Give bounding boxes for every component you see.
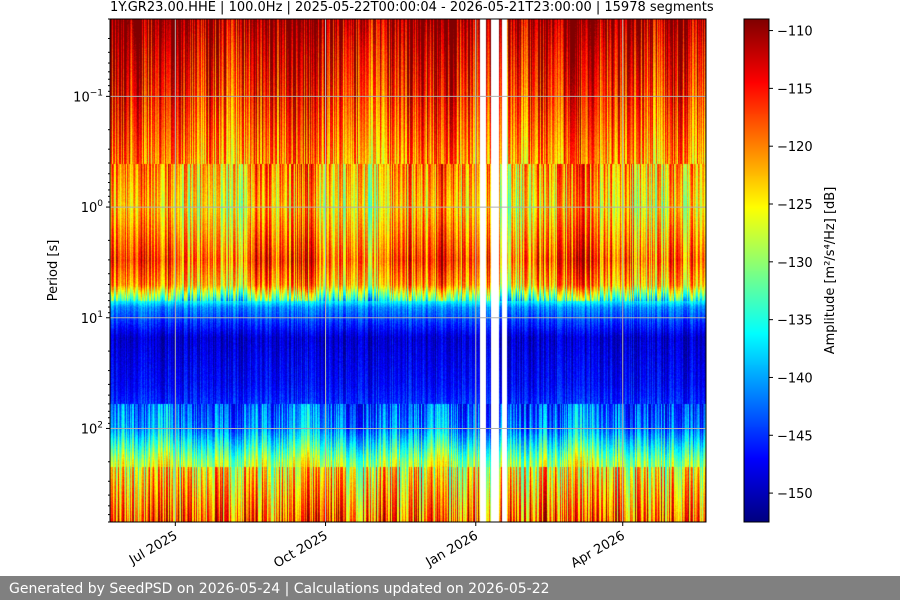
y-tick-label: 100 <box>81 199 104 216</box>
footer-bar: Generated by SeedPSD on 2026-05-24 | Cal… <box>0 576 900 600</box>
x-tick-label: Apr 2026 <box>569 528 628 571</box>
colorbar <box>744 19 769 522</box>
y-axis-label: Period [s] <box>46 240 61 302</box>
plot-frame <box>109 18 707 523</box>
spectrogram-heatmap <box>110 19 706 522</box>
y-tick-label: 101 <box>81 310 103 327</box>
y-tick-label: 10−1 <box>73 88 103 105</box>
chart-title: 1Y.GR23.00.HHE | 100.0Hz | 2025-05-22T00… <box>110 0 714 15</box>
footer-text: Generated by SeedPSD on 2026-05-24 | Cal… <box>9 581 550 597</box>
x-tick-label: Oct 2025 <box>271 528 330 571</box>
x-tick-label: Jul 2025 <box>126 528 180 568</box>
x-tick-label: Jan 2026 <box>423 528 481 570</box>
y-tick-label: 102 <box>81 420 103 437</box>
